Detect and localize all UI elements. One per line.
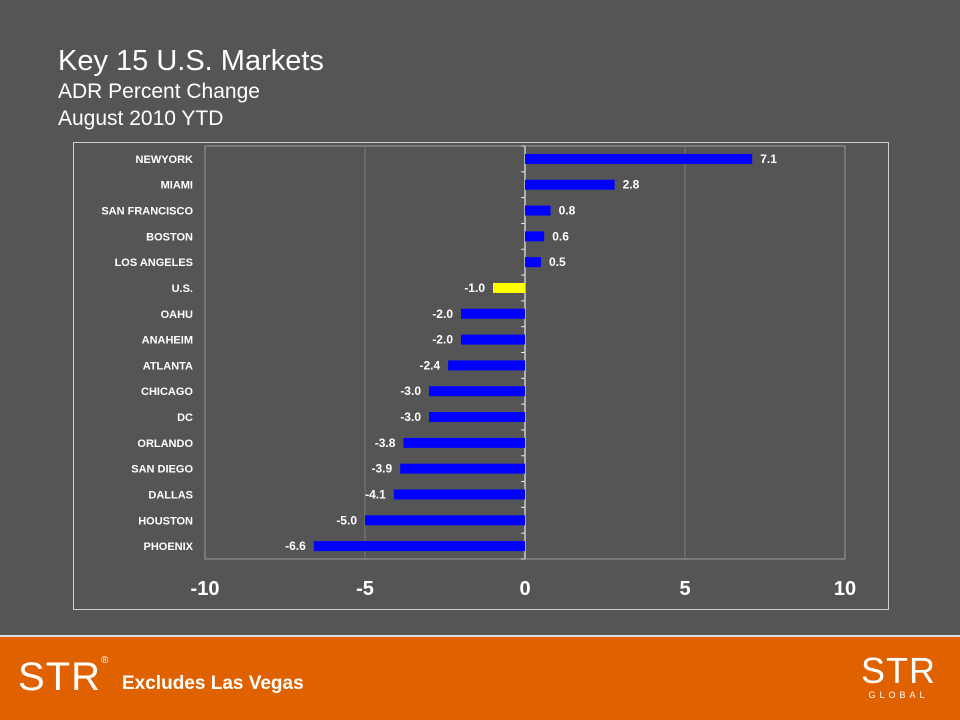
footer-bar: STR® Excludes Las Vegas STR GLOBAL xyxy=(0,637,960,720)
category-label-9: CHICAGO xyxy=(141,386,193,398)
bar-0 xyxy=(525,153,753,164)
data-label-15: -6.6 xyxy=(285,539,306,553)
category-label-1: MIAMI xyxy=(161,180,193,192)
x-tick-label-3: 5 xyxy=(679,578,690,600)
x-tick-label-0: -10 xyxy=(191,578,220,600)
chart-period: August 2010 YTD xyxy=(58,107,224,130)
data-label-14: -5.0 xyxy=(336,513,357,527)
data-label-7: -2.0 xyxy=(432,333,453,347)
data-label-8: -2.4 xyxy=(420,358,441,372)
bar-chart: NEWYORK 7.1 MIAMI 2.8 SAN FRANCISCO 0.8 BOSTON… xyxy=(101,145,856,600)
str-global-sub: GLOBAL xyxy=(868,690,929,700)
data-label-1: 2.8 xyxy=(623,178,640,192)
title-block: Key 15 U.S. Markets ADR Percent Change A… xyxy=(58,44,324,132)
chart-subtitle: ADR Percent Change xyxy=(58,80,260,103)
bar-10 xyxy=(429,412,525,423)
bar-3 xyxy=(525,231,545,242)
category-label-13: DALLAS xyxy=(148,489,193,501)
category-label-6: OAHU xyxy=(161,309,193,321)
category-label-11: ORLANDO xyxy=(137,438,193,450)
category-label-5: U.S. xyxy=(172,283,193,295)
chart-title: Key 15 U.S. Markets xyxy=(58,45,324,77)
data-label-5: -1.0 xyxy=(464,281,485,295)
category-label-10: DC xyxy=(177,412,193,424)
category-label-8: ATLANTA xyxy=(143,360,193,372)
x-tick-label-1: -5 xyxy=(356,578,374,600)
bar-4 xyxy=(525,257,541,268)
bar-11 xyxy=(403,437,525,448)
data-label-13: -4.1 xyxy=(365,487,386,501)
footnote: Excludes Las Vegas xyxy=(122,673,304,694)
category-label-3: BOSTON xyxy=(146,231,193,243)
data-label-12: -3.9 xyxy=(372,462,393,476)
str-global-logo: STR GLOBAL xyxy=(861,653,936,701)
data-label-6: -2.0 xyxy=(432,307,453,321)
bar-14 xyxy=(365,515,525,526)
category-label-7: ANAHEIM xyxy=(142,335,193,347)
chart-frame: NEWYORK 7.1 MIAMI 2.8 SAN FRANCISCO 0.8 BOSTON… xyxy=(73,142,889,610)
bar-9 xyxy=(429,386,525,397)
bar-2 xyxy=(525,205,551,216)
str-global-brand: STR xyxy=(861,650,936,691)
data-label-0: 7.1 xyxy=(760,152,777,166)
bar-8 xyxy=(448,360,525,371)
footer-divider xyxy=(0,635,960,637)
bar-7 xyxy=(461,334,525,345)
category-label-2: SAN FRANCISCO xyxy=(101,206,193,218)
bar-5 xyxy=(493,282,525,293)
category-label-15: PHOENIX xyxy=(143,541,193,553)
data-label-4: 0.5 xyxy=(549,255,566,269)
bar-12 xyxy=(400,463,525,474)
category-label-14: HOUSTON xyxy=(138,515,193,527)
category-label-0: NEWYORK xyxy=(136,154,194,166)
data-label-11: -3.8 xyxy=(375,436,396,450)
data-label-9: -3.0 xyxy=(400,384,421,398)
data-label-10: -3.0 xyxy=(400,410,421,424)
data-label-2: 0.8 xyxy=(559,204,576,218)
x-tick-label-4: 10 xyxy=(834,578,856,600)
bar-6 xyxy=(461,308,525,319)
str-logo: STR® xyxy=(18,655,110,699)
category-label-4: LOS ANGELES xyxy=(115,257,193,269)
category-label-12: SAN DIEGO xyxy=(131,464,193,476)
x-tick-label-2: 0 xyxy=(519,578,530,600)
bar-15 xyxy=(313,541,525,552)
bar-1 xyxy=(525,179,615,190)
data-label-3: 0.6 xyxy=(552,229,569,243)
str-logo-text: STR xyxy=(18,655,101,699)
bar-13 xyxy=(393,489,525,500)
